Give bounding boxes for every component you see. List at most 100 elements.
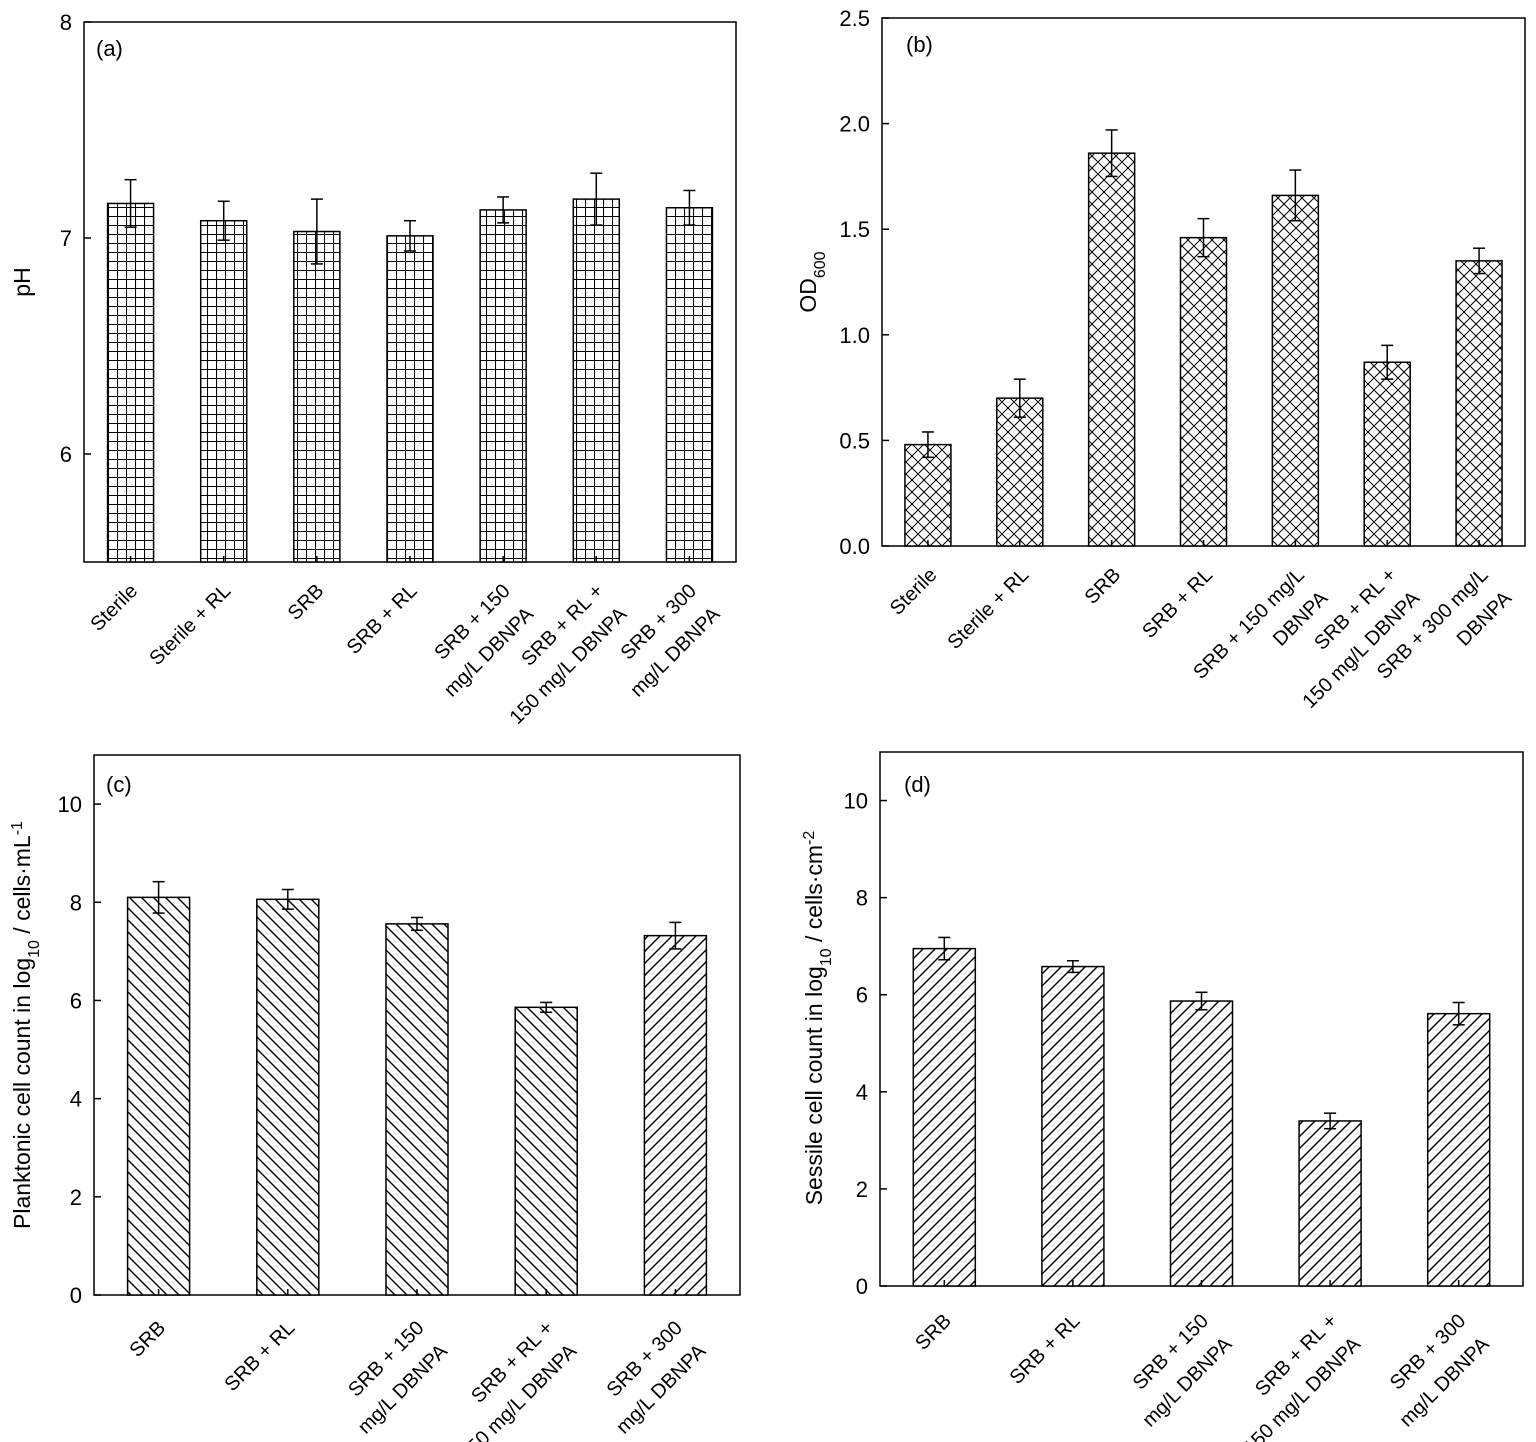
y-axis-title-main: OD — [795, 278, 821, 313]
bar — [256, 898, 320, 1296]
bar — [904, 443, 952, 547]
error-bar — [1289, 169, 1302, 222]
x-axis: Sterile Sterile + RL SRB SRB + RL SRB + 150m… — [86, 556, 725, 729]
error-bar — [1066, 959, 1079, 974]
bars — [904, 129, 1503, 547]
error-bar — [310, 198, 323, 265]
y-tick-label: 2.5 — [839, 6, 870, 31]
y-tick-label: 0 — [70, 1283, 82, 1308]
bar — [514, 1006, 578, 1296]
panel-b: 0.0 0.5 1.0 1.5 2.0 2.5 Sterile Sterile + RL SR… — [795, 6, 1526, 713]
x-axis: SRB SRB + RL SRB + 150mg/L DBNPA SRB + RL +… — [125, 1289, 711, 1442]
bar — [1426, 1012, 1491, 1287]
x-tick-label-line: SRB — [125, 1317, 170, 1362]
error-bar — [404, 219, 416, 252]
bar — [572, 198, 621, 563]
error-bar — [1381, 344, 1394, 380]
x-axis: SRB SRB + RL SRB + 150mg/L DBNPA SRB + RL +… — [911, 1280, 1494, 1442]
error-bar — [1324, 1112, 1337, 1130]
error-bar — [669, 921, 682, 950]
error-bar — [683, 189, 696, 226]
y-axis-title-suffix: / cells·mL — [9, 835, 35, 940]
error-bar — [411, 916, 423, 932]
bar — [665, 207, 714, 563]
bar — [1298, 1120, 1362, 1287]
panel-label: (d) — [904, 772, 931, 797]
y-tick-label: 6 — [60, 442, 72, 467]
bar — [385, 923, 449, 1296]
error-bar — [921, 431, 934, 459]
x-tick-label: Sterile + RL — [145, 580, 235, 670]
x-tick-label-line: SRB + RL — [1006, 1310, 1085, 1389]
x-tick-label: SRB + 150mg/L DBNPA — [417, 580, 539, 702]
error-bar — [124, 178, 137, 228]
x-tick-label: SRB — [284, 580, 329, 625]
y-axis-title-sub: 10 — [818, 948, 835, 966]
bar — [106, 202, 155, 563]
y-tick-label: 0 — [856, 1274, 868, 1299]
bars — [106, 172, 714, 563]
y-axis-title-main: Sessile cell count in log — [801, 966, 827, 1205]
bar — [126, 896, 191, 1296]
y-tick-label: 8 — [856, 886, 868, 911]
error-bar — [1195, 991, 1208, 1011]
x-tick-label-line: SRB — [911, 1310, 956, 1355]
error-bar — [281, 888, 294, 910]
y-tick-label: 4 — [70, 1087, 82, 1112]
x-tick-label: Sterile + RL — [943, 564, 1033, 654]
y-tick-label: 8 — [70, 890, 82, 915]
y-axis-title-main: pH — [9, 267, 35, 296]
bar — [996, 397, 1044, 547]
x-tick-label: SRB + RL +150 mg/L DBNPA — [432, 1317, 581, 1442]
x-tick-label: SRB + 150mg/L DBNPA — [1115, 1310, 1237, 1432]
panel-label: (b) — [906, 32, 933, 57]
bar — [1087, 152, 1136, 547]
x-tick-label: SRB + RL — [1006, 1310, 1085, 1389]
x-tick-label-line: Sterile + RL — [145, 580, 235, 670]
y-tick-label: 1.0 — [839, 323, 870, 348]
x-tick-label: SRB + RL — [1138, 564, 1217, 643]
y-axis-title: pH — [9, 267, 35, 296]
x-tick-label: SRB + RL — [343, 580, 422, 659]
bar — [912, 947, 977, 1287]
x-tick-label-line: SRB — [284, 580, 329, 625]
y-tick-label: 0.5 — [839, 428, 870, 453]
bar — [1363, 361, 1411, 547]
panel-label: (a) — [96, 36, 123, 61]
bar — [1169, 1000, 1234, 1287]
bar — [479, 209, 527, 563]
y-tick-label: 2.0 — [839, 112, 870, 137]
y-axis: 6 7 8 — [60, 10, 91, 467]
y-axis-title-sub: 10 — [26, 940, 43, 958]
error-bar — [1452, 1001, 1465, 1026]
y-axis-title-sup: -1 — [9, 821, 26, 835]
y-axis-title-suffix: / cells·cm — [801, 845, 827, 949]
bars — [126, 880, 708, 1296]
y-axis: 0 2 4 6 8 10 — [844, 789, 887, 1299]
bar — [1179, 236, 1228, 547]
y-axis-title: Planktonic cell count in log10 / cells·m… — [9, 821, 43, 1229]
error-bar — [938, 936, 951, 961]
error-bar — [152, 880, 165, 914]
bar — [1041, 965, 1105, 1287]
x-tick-label-line: SRB + RL — [1138, 564, 1217, 643]
x-tick-label-line: Sterile + RL — [943, 564, 1033, 654]
y-tick-label: 10 — [58, 792, 82, 817]
y-tick-label: 2 — [70, 1185, 82, 1210]
x-tick-label: SRB — [1081, 564, 1126, 609]
y-tick-label: 4 — [856, 1080, 868, 1105]
x-tick-label: SRB + 300mg/L DBNPA — [1372, 1310, 1494, 1432]
x-tick-label-line: SRB + RL — [221, 1317, 300, 1396]
bar — [1455, 260, 1503, 547]
bar — [293, 230, 341, 563]
error-bar — [217, 200, 230, 241]
x-tick-label: SRB + 150mg/L DBNPA — [330, 1317, 452, 1439]
y-tick-label: 1.5 — [839, 217, 870, 242]
x-tick-label-line: SRB — [1081, 564, 1126, 609]
x-tick-label-line: Sterile — [886, 564, 942, 620]
panel-label: (c) — [106, 772, 132, 797]
y-axis-title-sup: -2 — [801, 831, 818, 845]
